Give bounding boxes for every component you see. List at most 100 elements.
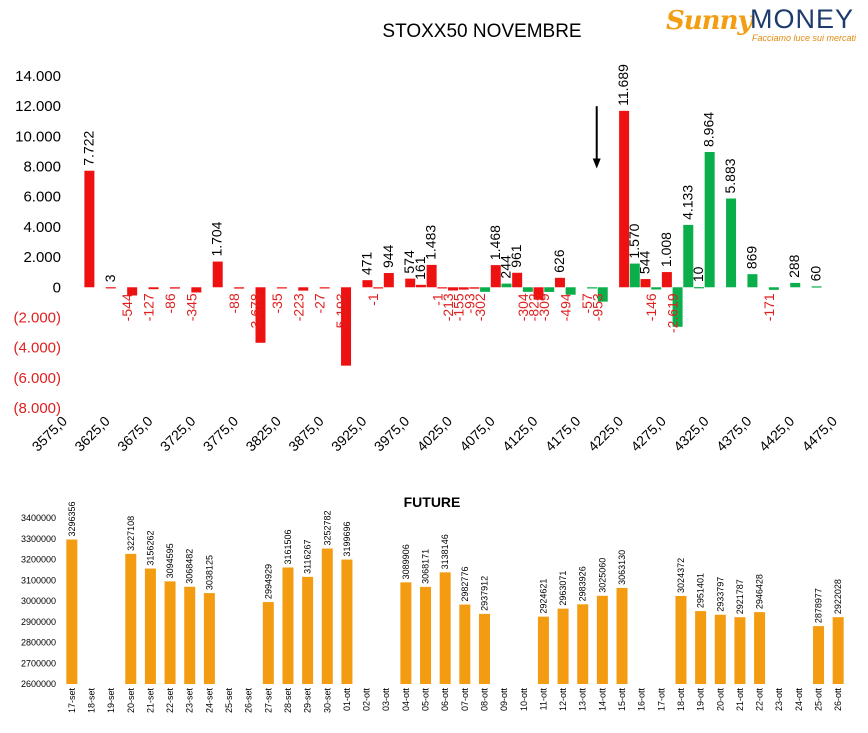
- x-tick-label: 3975,0: [371, 413, 413, 455]
- bar: [164, 581, 176, 684]
- logo-money-text: MONEY: [750, 4, 855, 34]
- bar: [437, 287, 448, 289]
- y-tick-label: 2700000: [21, 658, 56, 668]
- bar: [714, 614, 726, 684]
- data-label: 626: [551, 249, 567, 273]
- data-label: -1: [365, 293, 381, 306]
- y-tick-label: 6.000: [23, 189, 61, 206]
- data-label: 1.570: [626, 223, 642, 258]
- bar: [565, 287, 576, 295]
- data-label: 2983926: [578, 566, 588, 601]
- data-label: 60: [808, 266, 824, 282]
- bar: [726, 198, 737, 288]
- data-label: -146: [643, 293, 659, 321]
- data-label: 1.008: [658, 232, 674, 267]
- bar: [675, 595, 687, 684]
- data-label: 3156262: [145, 531, 155, 566]
- data-label: 288: [786, 254, 802, 278]
- x-tick-label: 20-set: [126, 688, 136, 714]
- x-tick-label: 08-ott: [479, 688, 489, 712]
- x-tick-label: 10-ott: [519, 688, 529, 712]
- x-tick-label: 18-set: [86, 688, 96, 714]
- x-tick-label: 11-ott: [538, 688, 548, 711]
- data-label: 3038125: [204, 555, 214, 590]
- bar: [341, 559, 353, 684]
- sunny-money-logo: Sunny MONEY Facciamo luce sui mercati: [664, 4, 862, 44]
- data-label: 3199696: [342, 522, 352, 557]
- bar: [619, 110, 630, 288]
- x-tick-label: 29-set: [303, 688, 313, 714]
- bar: [212, 261, 223, 288]
- x-tick-label: 23-set: [185, 688, 195, 714]
- y-tick-label: 2.000: [23, 249, 61, 266]
- bar: [754, 612, 766, 684]
- bar: [768, 287, 779, 290]
- bar: [302, 576, 314, 684]
- bar: [373, 287, 384, 289]
- data-label: 3089906: [401, 544, 411, 579]
- data-label: 2963071: [558, 571, 568, 606]
- x-tick-label: 4075,0: [456, 413, 498, 455]
- x-tick-label: 25-set: [224, 688, 234, 714]
- data-label: 2946428: [755, 574, 765, 609]
- x-tick-label: 26-set: [244, 688, 254, 714]
- bar: [587, 287, 598, 289]
- bar: [66, 539, 78, 684]
- x-tick-label: 4425,0: [756, 413, 798, 455]
- data-label: 3068171: [421, 549, 431, 584]
- data-label: 3063130: [617, 550, 627, 585]
- data-label: 4.133: [679, 185, 695, 220]
- bar: [747, 274, 758, 288]
- x-tick-label: 3625,0: [71, 413, 113, 455]
- bar: [125, 553, 137, 684]
- bar: [362, 280, 373, 288]
- data-label: -93: [461, 293, 477, 313]
- data-label: 244: [497, 255, 513, 279]
- bar: [832, 617, 844, 684]
- data-label: 1.704: [209, 221, 225, 256]
- x-tick-label: 14-ott: [597, 688, 607, 712]
- bar: [640, 279, 651, 288]
- data-label: 11.689: [615, 64, 631, 106]
- x-tick-label: 22-set: [165, 688, 175, 714]
- data-label: 5.883: [722, 158, 738, 193]
- y-tick-label: 3400000: [21, 513, 56, 523]
- y-tick-label: 4.000: [23, 219, 61, 236]
- bar: [629, 263, 640, 288]
- y-tick-label: (4.000): [13, 340, 61, 357]
- x-tick-label: 03-ott: [381, 688, 391, 712]
- x-tick-label: 30-set: [322, 688, 332, 714]
- data-label: 7.722: [80, 130, 96, 165]
- bar: [734, 617, 746, 684]
- y-tick-label: 2800000: [21, 638, 56, 648]
- x-tick-label: 28-set: [283, 688, 293, 714]
- y-tick-label: (2.000): [13, 309, 61, 326]
- bar: [512, 272, 523, 288]
- bar: [84, 170, 95, 288]
- bar: [383, 273, 394, 288]
- bar: [704, 151, 715, 288]
- bar: [255, 287, 266, 343]
- bar: [148, 287, 159, 290]
- bar: [672, 287, 683, 327]
- bar: [661, 272, 672, 288]
- x-tick-label: 23-ott: [774, 688, 784, 712]
- x-tick-label: 3875,0: [285, 413, 327, 455]
- x-tick-label: 3925,0: [328, 413, 370, 455]
- bar: [341, 287, 352, 366]
- x-tick-label: 05-ott: [421, 688, 431, 712]
- logo-tagline: Facciamo luce sui mercati: [752, 33, 857, 43]
- bar: [144, 568, 156, 684]
- bar: [282, 567, 294, 684]
- x-tick-label: 02-ott: [362, 688, 372, 712]
- data-label: -86: [162, 293, 178, 313]
- x-tick-label: 4125,0: [499, 413, 541, 455]
- bar: [169, 287, 180, 289]
- x-tick-label: 4025,0: [414, 413, 456, 455]
- y-tick-label: 3200000: [21, 555, 56, 565]
- data-label: -57: [579, 293, 595, 313]
- bar: [405, 278, 416, 288]
- bar: [458, 287, 469, 290]
- y-tick-label: 2600000: [21, 679, 56, 689]
- data-label: 1.483: [423, 225, 439, 260]
